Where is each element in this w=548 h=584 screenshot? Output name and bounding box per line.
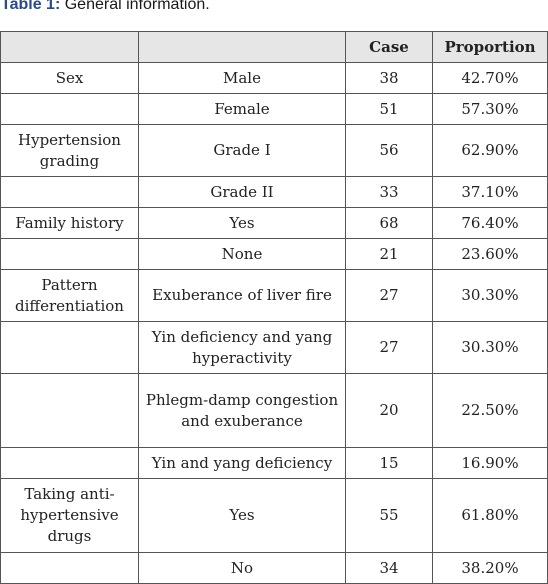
group-cell [0, 321, 139, 374]
group-cell: Taking anti-hypertensive drugs [0, 478, 139, 553]
item-cell: None [138, 238, 346, 270]
proportion-cell: 22.50% [432, 373, 548, 448]
table-row: Taking anti-hypertensive drugs Yes 55 61… [0, 478, 548, 553]
header-case: Case [345, 31, 433, 63]
group-cell [0, 373, 139, 448]
group-cell [0, 447, 139, 479]
header-item [138, 31, 346, 63]
item-cell: Female [138, 93, 346, 125]
header-proportion: Proportion [432, 31, 548, 63]
caption-label: Table 1: [1, 0, 61, 13]
case-cell: 15 [345, 447, 433, 479]
proportion-cell: 37.10% [432, 176, 548, 208]
table-row: Sex Male 38 42.70% [0, 62, 548, 94]
case-cell: 38 [345, 62, 433, 94]
item-cell: Yes [138, 207, 346, 239]
caption-text: General information. [60, 0, 210, 13]
case-cell: 68 [345, 207, 433, 239]
item-cell: Grade II [138, 176, 346, 208]
table-row: None 21 23.60% [0, 238, 548, 270]
case-cell: 56 [345, 124, 433, 177]
table-row: Hypertension grading Grade I 56 62.90% [0, 124, 548, 177]
item-cell: Phlegm-damp congestion and exuberance [138, 373, 346, 448]
case-cell: 55 [345, 478, 433, 553]
item-cell: Yin deficiency and yang hyperactivity [138, 321, 346, 374]
general-information-table: Case Proportion Sex Male 38 42.70% Femal… [0, 31, 548, 584]
table-row: Pattern differentiation Exuberance of li… [0, 269, 548, 322]
table-header-row: Case Proportion [0, 31, 548, 63]
case-cell: 33 [345, 176, 433, 208]
case-cell: 20 [345, 373, 433, 448]
group-cell [0, 552, 139, 584]
group-cell: Sex [0, 62, 139, 94]
item-cell: Male [138, 62, 346, 94]
case-cell: 51 [345, 93, 433, 125]
table-row: Yin deficiency and yang hyperactivity 27… [0, 321, 548, 374]
item-cell: No [138, 552, 346, 584]
proportion-cell: 23.60% [432, 238, 548, 270]
table-row: Grade II 33 37.10% [0, 176, 548, 208]
proportion-cell: 42.70% [432, 62, 548, 94]
group-cell: Family history [0, 207, 139, 239]
item-cell: Grade I [138, 124, 346, 177]
group-cell: Pattern differentiation [0, 269, 139, 322]
item-cell: Exuberance of liver fire [138, 269, 346, 322]
proportion-cell: 76.40% [432, 207, 548, 239]
group-cell [0, 238, 139, 270]
table-row: Female 51 57.30% [0, 93, 548, 125]
table-row: No 34 38.20% [0, 552, 548, 584]
item-cell: Yes [138, 478, 346, 553]
group-cell: Hypertension grading [0, 124, 139, 177]
proportion-cell: 62.90% [432, 124, 548, 177]
case-cell: 21 [345, 238, 433, 270]
header-group [0, 31, 139, 63]
item-cell: Yin and yang deficiency [138, 447, 346, 479]
case-cell: 27 [345, 321, 433, 374]
case-cell: 34 [345, 552, 433, 584]
proportion-cell: 16.90% [432, 447, 548, 479]
table-row: Yin and yang deficiency 15 16.90% [0, 447, 548, 479]
table-row: Phlegm-damp congestion and exuberance 20… [0, 373, 548, 448]
proportion-cell: 61.80% [432, 478, 548, 553]
group-cell [0, 176, 139, 208]
group-cell [0, 93, 139, 125]
proportion-cell: 30.30% [432, 269, 548, 322]
proportion-cell: 30.30% [432, 321, 548, 374]
table-caption: Table 1: General information. [1, 0, 210, 15]
case-cell: 27 [345, 269, 433, 322]
table-row: Family history Yes 68 76.40% [0, 207, 548, 239]
proportion-cell: 38.20% [432, 552, 548, 584]
proportion-cell: 57.30% [432, 93, 548, 125]
